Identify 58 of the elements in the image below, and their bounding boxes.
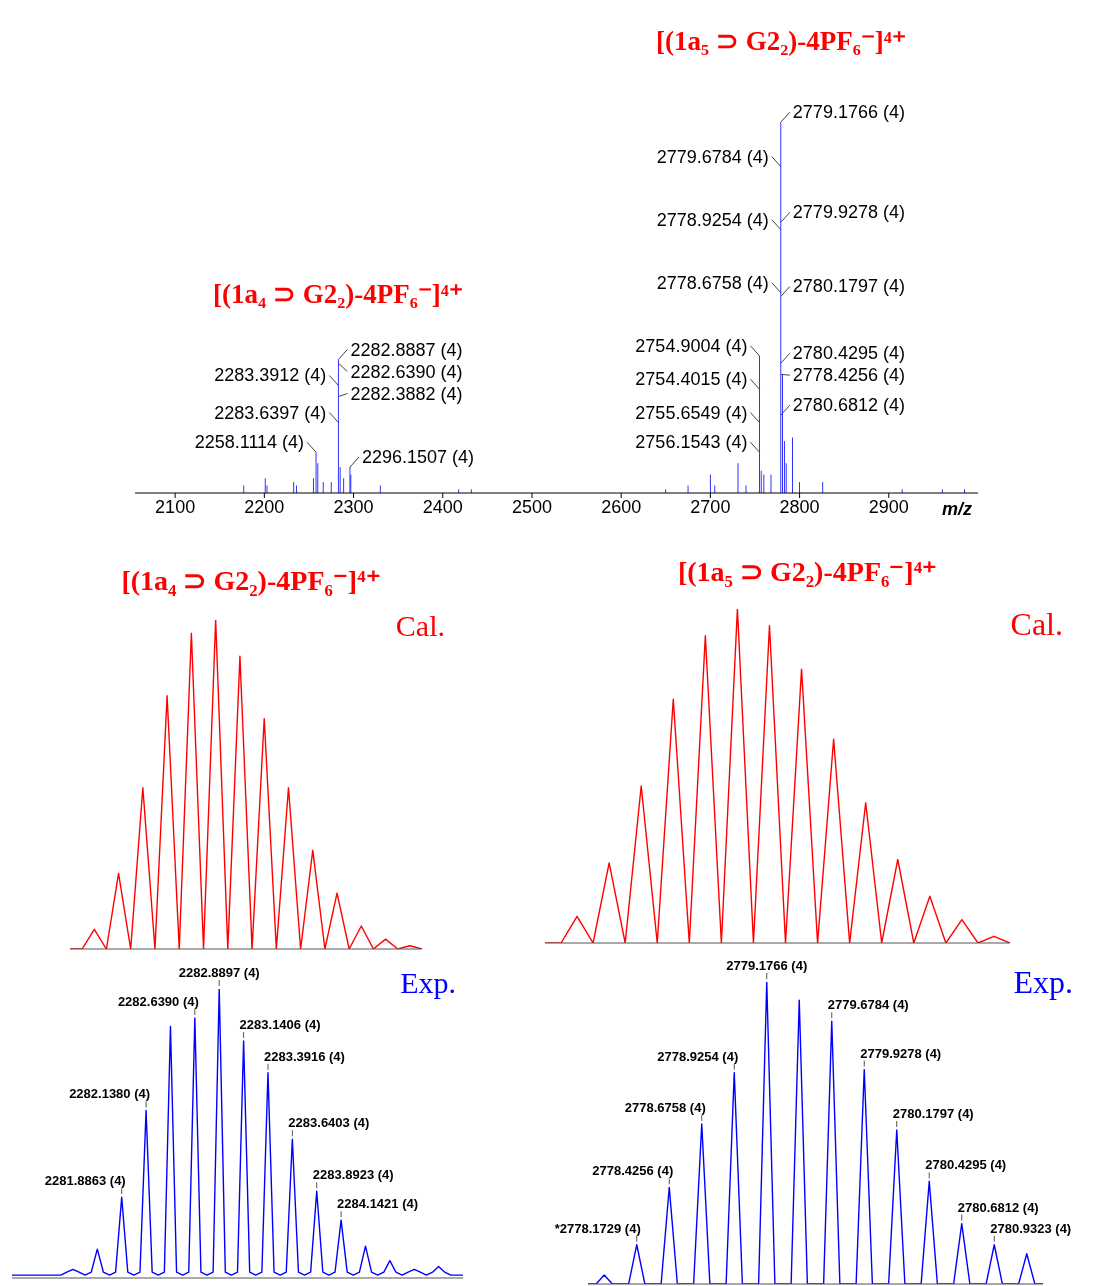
annotation: Exp. bbox=[400, 966, 456, 999]
annotation: 2754.4015 (4) bbox=[635, 369, 748, 390]
annotation: 2780.9323 (4) bbox=[990, 1220, 1072, 1236]
annotation: 2780.1797 (4) bbox=[892, 1105, 974, 1121]
annotation: Exp. bbox=[1013, 964, 1073, 1000]
annotation: 2778.6758 (4) bbox=[656, 272, 769, 293]
annotation: 2283.1406 (4) bbox=[239, 1017, 321, 1033]
annotation: 2778.6758 (4) bbox=[624, 1099, 706, 1115]
annotation: 2296.1507 (4) bbox=[361, 447, 475, 468]
chart-title: [(1a₄ ⊃ G2₂)-4PF₆⁻]⁴⁺ bbox=[120, 564, 382, 598]
annotation: Cal. bbox=[395, 609, 445, 642]
annotation: 2283.8923 (4) bbox=[312, 1167, 394, 1183]
annotation: 2778.4256 (4) bbox=[592, 1163, 674, 1179]
annotation: 2779.9278 (4) bbox=[792, 202, 905, 223]
annotation: 2778.9254 (4) bbox=[656, 209, 769, 230]
x-tick-label: 2700 bbox=[690, 496, 731, 517]
annotation: 2755.6549 (4) bbox=[635, 402, 748, 423]
annotation: 2754.9004 (4) bbox=[635, 335, 748, 356]
annotation: 2282.6390 (4) bbox=[117, 993, 199, 1009]
x-tick-label: 2600 bbox=[601, 496, 642, 517]
annotation: 2780.4295 (4) bbox=[792, 343, 905, 364]
annotation: 2778.4256 (4) bbox=[792, 365, 905, 386]
annotation: 2779.9278 (4) bbox=[860, 1045, 942, 1061]
text: Cal. bbox=[1010, 606, 1063, 642]
annotation: 2258.1114 (4) bbox=[194, 432, 305, 453]
annotation: 2283.6397 (4) bbox=[214, 402, 327, 423]
x-tick-label: 2800 bbox=[779, 496, 820, 517]
annotation: 2780.6812 (4) bbox=[792, 395, 905, 416]
annotation: 2282.1380 (4) bbox=[69, 1086, 151, 1102]
annotation: 2283.3916 (4) bbox=[263, 1048, 345, 1064]
annotation: [(1a₄ ⊃ G2₂)-4PF₆⁻]⁴⁺ bbox=[213, 279, 463, 309]
x-tick-label: 2200 bbox=[244, 496, 285, 517]
x-tick-label: 2500 bbox=[511, 496, 552, 517]
chart-title: [(1a₅ ⊃ G2₂)-4PF₆⁻]⁴⁺ bbox=[676, 555, 939, 589]
annotation: 2779.6784 (4) bbox=[656, 146, 769, 167]
x-tick-label: 2900 bbox=[868, 496, 909, 517]
x-tick-label: 2100 bbox=[155, 496, 196, 517]
annotation: 2281.8863 (4) bbox=[44, 1173, 126, 1189]
annotation: 2778.9254 (4) bbox=[657, 1048, 739, 1064]
text: [(1a₅ ⊃ G2₂)-4PF₆⁻]⁴⁺ bbox=[656, 26, 906, 56]
text: 2779.1766 (4) bbox=[726, 958, 808, 973]
annotation: 2282.6390 (4) bbox=[350, 361, 463, 382]
text: 2282.8897 (4) bbox=[178, 965, 260, 980]
annotation: 2756.1543 (4) bbox=[635, 432, 748, 453]
annotation: 2282.3882 (4) bbox=[350, 383, 463, 404]
annotation: 2780.6812 (4) bbox=[957, 1199, 1039, 1215]
annotation: *2778.1729 (4) bbox=[554, 1220, 641, 1236]
annotation: 2283.6403 (4) bbox=[288, 1115, 370, 1131]
annotation: 2282.8887 (4) bbox=[350, 339, 463, 360]
annotation: 2779.6784 (4) bbox=[827, 997, 909, 1013]
annotation: 2284.1421 (4) bbox=[337, 1196, 419, 1212]
annotation: 2283.3912 (4) bbox=[214, 365, 327, 386]
x-axis-title: m/z bbox=[941, 499, 972, 519]
annotation: 2780.1797 (4) bbox=[792, 276, 905, 297]
x-tick-label: 2300 bbox=[333, 496, 374, 517]
annotation: 2779.1766 (4) bbox=[792, 102, 905, 123]
x-tick-label: 2400 bbox=[422, 496, 463, 517]
annotation: 2780.4295 (4) bbox=[925, 1157, 1007, 1173]
